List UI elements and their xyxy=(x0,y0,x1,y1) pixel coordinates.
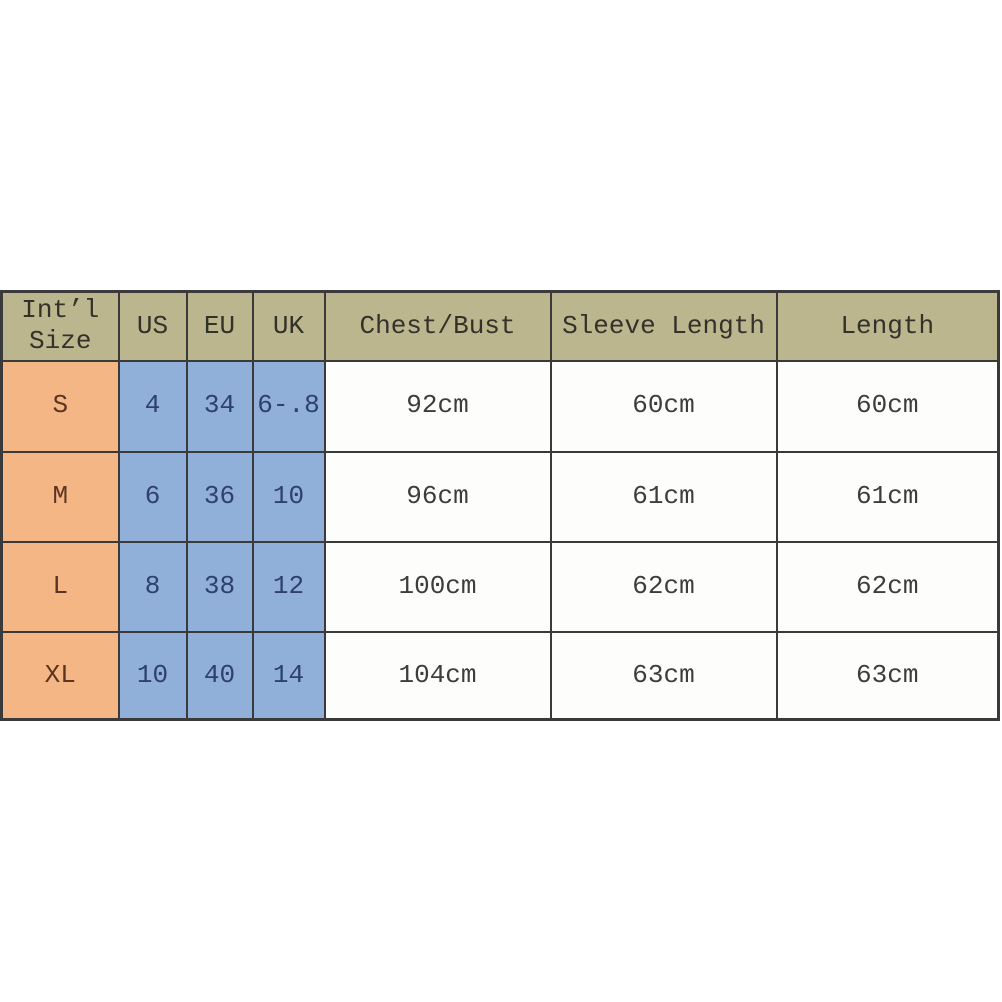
cell-l-sleeve: 62cm xyxy=(549,540,778,633)
cell-m-length: 61cm xyxy=(775,450,1000,543)
cell-xl-eu: 40 xyxy=(185,630,254,721)
header-cell-eu: EU xyxy=(185,290,254,362)
cell-xl-chest: 104cm xyxy=(323,630,552,721)
table-row-m: M 6 36 10 96cm 61cm 61cm xyxy=(0,450,1000,543)
cell-xl-size-label: XL xyxy=(0,630,120,721)
cell-m-size-label: M xyxy=(0,450,120,543)
header-cell-length: Length xyxy=(775,290,1000,362)
cell-m-uk: 10 xyxy=(251,450,326,543)
cell-xl-length: 63cm xyxy=(775,630,1000,721)
cell-l-uk: 12 xyxy=(251,540,326,633)
header-row: Int’l Size US EU UK Chest/Bust Sleeve Le… xyxy=(0,290,1000,362)
table-row-xl: XL 10 40 14 104cm 63cm 63cm xyxy=(0,630,1000,721)
header-cell-chest-bust: Chest/Bust xyxy=(323,290,552,362)
cell-l-eu: 38 xyxy=(185,540,254,633)
table-row-s: S 4 34 6-.8 92cm 60cm 60cm xyxy=(0,359,1000,453)
cell-s-us: 4 xyxy=(117,359,188,453)
header-cell-us: US xyxy=(117,290,188,362)
cell-s-length: 60cm xyxy=(775,359,1000,453)
cell-xl-us: 10 xyxy=(117,630,188,721)
cell-m-us: 6 xyxy=(117,450,188,543)
cell-xl-uk: 14 xyxy=(251,630,326,721)
cell-xl-sleeve: 63cm xyxy=(549,630,778,721)
header-cell-intl-size: Int’l Size xyxy=(0,290,120,362)
cell-m-eu: 36 xyxy=(185,450,254,543)
header-cell-sleeve-length: Sleeve Length xyxy=(549,290,778,362)
cell-m-sleeve: 61cm xyxy=(549,450,778,543)
cell-l-us: 8 xyxy=(117,540,188,633)
cell-s-uk: 6-.8 xyxy=(251,359,326,453)
cell-l-chest: 100cm xyxy=(323,540,552,633)
cell-s-eu: 34 xyxy=(185,359,254,453)
size-chart-table: Int’l Size US EU UK Chest/Bust Sleeve Le… xyxy=(0,290,1000,721)
cell-l-length: 62cm xyxy=(775,540,1000,633)
cell-m-chest: 96cm xyxy=(323,450,552,543)
cell-s-sleeve: 60cm xyxy=(549,359,778,453)
cell-s-size-label: S xyxy=(0,359,120,453)
cell-l-size-label: L xyxy=(0,540,120,633)
cell-s-chest: 92cm xyxy=(323,359,552,453)
table-row-l: L 8 38 12 100cm 62cm 62cm xyxy=(0,540,1000,633)
header-cell-uk: UK xyxy=(251,290,326,362)
